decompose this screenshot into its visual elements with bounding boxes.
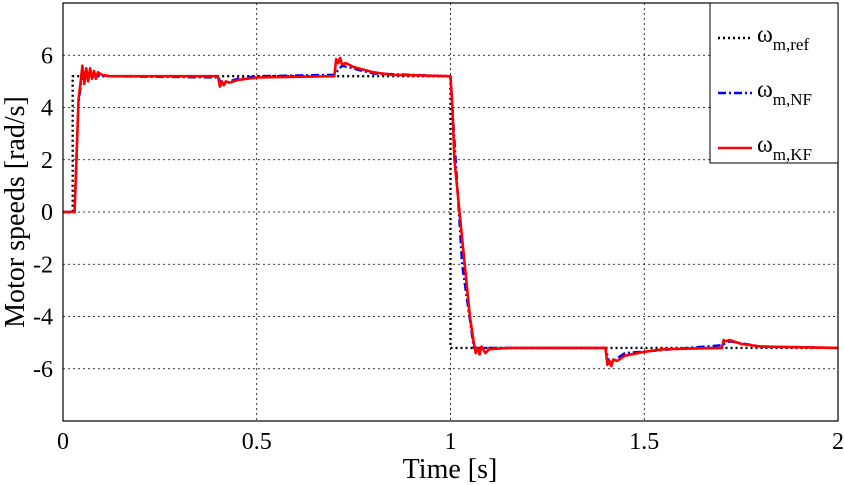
x-tick-label: 1: [445, 429, 457, 455]
tick-labels: 0 0.5 1 1.5 2 6 4 2 0 -2 -4 -6: [33, 43, 844, 455]
legend: ωm,ref ωm,NF ωm,KF: [709, 2, 839, 164]
y-tick-label: -4: [33, 305, 53, 331]
legend-box: [709, 2, 839, 164]
x-tick-label: 0: [57, 429, 69, 455]
legend-label: ωm,ref: [757, 22, 809, 54]
series-line-m-NF: [63, 64, 839, 365]
x-tick-label: 2: [832, 429, 844, 455]
y-tick-label: -2: [33, 252, 53, 278]
x-tick-label: 0.5: [242, 429, 272, 455]
y-axis-label: Motor speeds [rad/s]: [0, 96, 31, 328]
series-line-m-KF: [63, 56, 839, 368]
y-tick-label: 4: [41, 96, 53, 122]
series-line-m-ref: [63, 75, 838, 350]
y-tick-label: -6: [33, 357, 53, 383]
legend-label: ωm,NF: [757, 77, 812, 109]
grid-lines: [63, 3, 838, 421]
series-group: [63, 56, 839, 368]
y-tick-label: 0: [41, 200, 53, 226]
y-tick-label: 2: [41, 148, 53, 174]
legend-label: ωm,KF: [757, 132, 812, 164]
plot-frame: [62, 2, 839, 422]
y-tick-label: 6: [41, 43, 53, 69]
x-axis-label: Time [s]: [403, 454, 498, 485]
x-tick-label: 1.5: [629, 429, 659, 455]
